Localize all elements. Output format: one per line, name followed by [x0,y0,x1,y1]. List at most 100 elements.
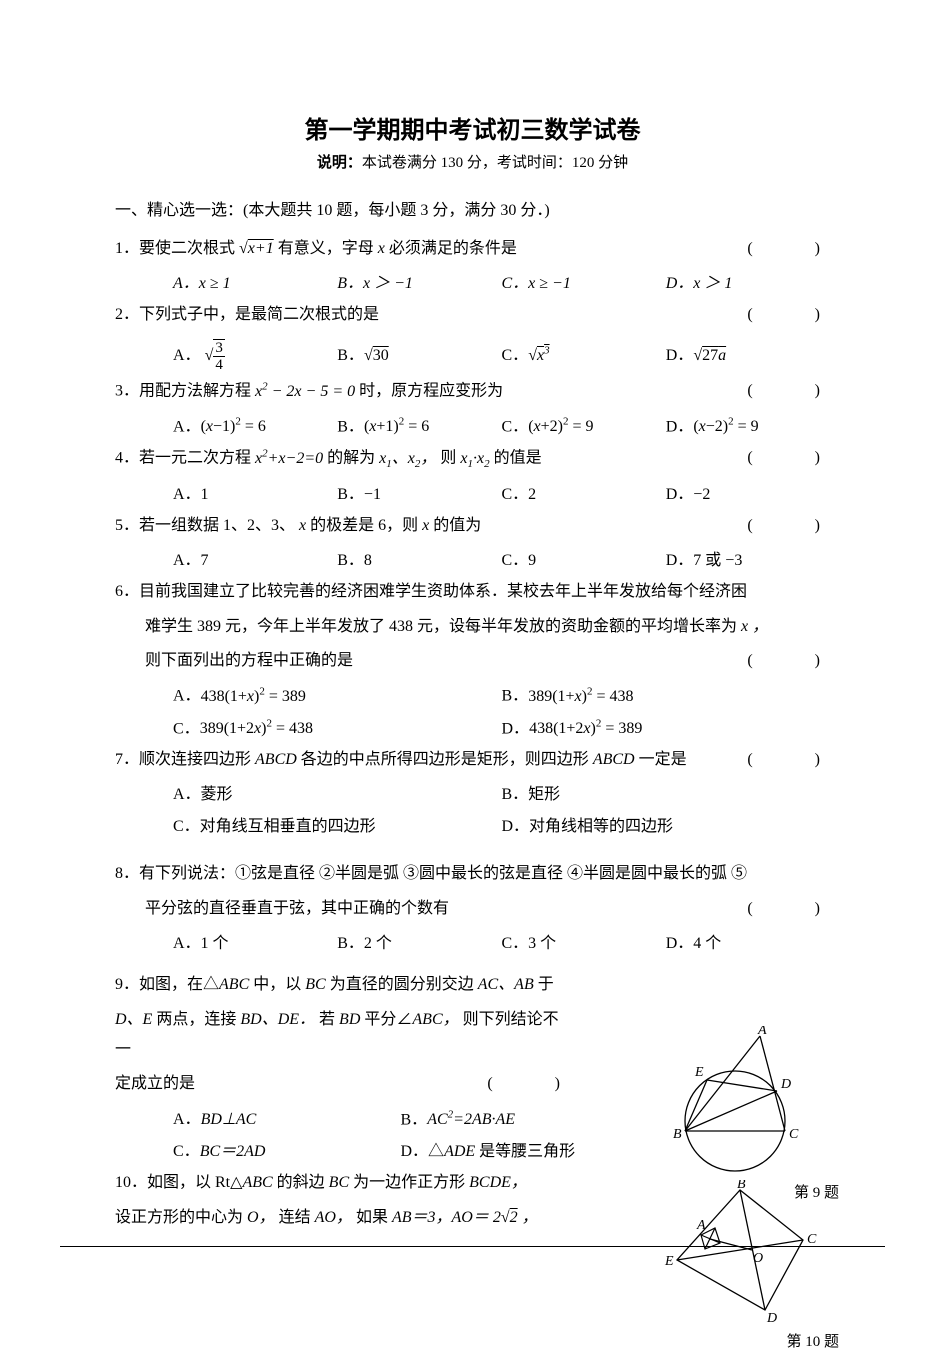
spacer [115,843,830,859]
q10-bc: BC [325,1174,353,1191]
page: 第一学期期中考试初三数学试卷 说明：本试卷满分 130 分，考试时间：120 分… [0,0,945,1337]
q6-l1: 6．目前我国建立了比较完善的经济困难学生资助体系．某校去年上半年发放给每个经济困 [115,583,747,600]
q9-l2c: 平分∠ [364,1011,412,1028]
q6-l3: 则下面列出的方程中正确的是 [145,652,353,669]
q9-opt-a: A．BD⊥AC [173,1104,401,1136]
q3-b-lbl: B． [337,418,364,435]
q1-stem-c: 必须满足的条件是 [389,240,517,257]
q2-stem: 2．下列式子中，是最简二次根式的是 [115,306,379,323]
q3-paren: ( ) [747,376,830,406]
q9-options-row1: A．BD⊥AC B．AC2=2AB·AE [115,1104,628,1136]
q1-opt-b: B．x ＞ −1 [337,268,501,300]
q3-c-lbl: C． [502,418,529,435]
fig10-A: A [696,1218,706,1233]
q2-opt-b: B．√30 [337,335,501,377]
question-9-l3: 定成立的是 ( ) [115,1069,570,1099]
question-10-l1: 10．如图，以 Rt△ABC 的斜边 BC 为一边作正方形 BCDE， [115,1168,595,1198]
q10-o: O， [243,1209,275,1226]
q7-opt-c: C．对角线互相垂直的四边形 [173,811,502,843]
q10-l2b: 连结 [279,1209,311,1226]
q4-options: A．1 B．−1 C．2 D．−2 [115,479,830,511]
q7-stem-a: 7．顺次连接四边形 [115,751,251,768]
q7-paren: ( ) [747,745,830,775]
fig9-E: E [694,1065,704,1080]
q3-stem-a: 3．用配方法解方程 [115,383,251,400]
q9-opt-b: B．AC2=2AB·AE [401,1104,629,1136]
fig9-C: C [789,1127,799,1142]
question-10-l2: 设正方形的中心为 O， 连结 AO， 如果 AB＝3，AO＝ 2√2 ， [115,1203,595,1233]
q4-x1x2: x1、x2， [379,450,436,467]
q10-l2a: 设正方形的中心为 [115,1209,243,1226]
q3-opt-b: B．(x+1)2 = 6 [337,411,501,443]
question-7: 7．顺次连接四边形 ABCD 各边的中点所得四边形是矩形，则四边形 ABCD 一… [115,745,830,775]
q6-line3: 则下面列出的方程中正确的是 ( ) [115,646,830,676]
q4-stem-c: 则 [440,450,456,467]
q7-opt-b: B．矩形 [502,779,831,811]
q7-stem-b: 各边的中点所得四边形是矩形，则四边形 [301,751,589,768]
q6-line2: 难学生 389 元，今年上半年发放了 438 元，设每半年发放的资助金额的平均增… [115,612,830,642]
q6-opt-d: D．438(1+2x)2 = 389 [502,713,831,745]
q9-l1b: 中，以 [253,976,301,993]
q1-opt-a: A．x ≥ 1 [173,268,337,300]
q9-opt-c: C．BC＝2AD [173,1136,401,1168]
q4-opt-c: C．2 [502,479,666,511]
q9-l3: 定成立的是 [115,1075,195,1092]
q7-stem-c: 一定是 [639,751,687,768]
q10-bcde: BCDE， [465,1174,527,1191]
q9-de: D、E [115,1011,156,1028]
q4-opt-a: A．1 [173,479,337,511]
q6-options-row2: C．389(1+2x)2 = 438 D．438(1+2x)2 = 389 [115,713,830,745]
q10-l1b: 的斜边 [277,1174,325,1191]
q1-stem-a: 1．要使二次根式 [115,240,235,257]
q9-l2a: 两点，连接 [156,1011,236,1028]
q9-options-row2: C．BC＝2AD D．△ADE 是等腰三角形 [115,1136,628,1168]
q6-paren: ( ) [747,646,830,676]
q10-vals: AB＝3，AO＝ 2√2 ， [388,1209,538,1226]
q1-stem-b: 有意义，字母 [278,240,374,257]
q3-opt-a: A．(x−1)2 = 6 [173,411,337,443]
q9-bdde: BD、DE． [236,1011,315,1028]
q9-abc: ABC [219,976,253,993]
question-4: 4．若一元二次方程 x2+x−2=0 的解为 x1、x2， 则 x1·x2 的值… [115,443,830,474]
q2-options: A． √34 B．√30 C．√x3 D．√27a [115,335,830,377]
q1-sqrt: √x+1 [239,240,274,257]
page-title: 第一学期期中考试初三数学试卷 [115,110,830,145]
q1-x: x [378,240,389,257]
q7-opt-a: A．菱形 [173,779,502,811]
question-8: 8．有下列说法：①弦是直径 ②半圆是弧 ③圆中最长的弦是直径 ④半圆是圆中最长的… [115,859,830,889]
question-3: 3．用配方法解方程 x2 − 2x − 5 = 0 时，原方程应变形为 ( ) [115,376,830,407]
q9-bd: BD [335,1011,364,1028]
q5-opt-c: C．9 [502,545,666,577]
q9-d-lbl: D．△ [401,1143,445,1160]
fig10-D: D [766,1311,777,1325]
q1-opt-c: C．x ≥ −1 [502,268,666,300]
q5-x2: x [422,517,433,534]
q2-paren: ( ) [747,300,830,330]
q8-opt-b: B．2 个 [337,928,501,960]
q9-l1c: 为直径的圆分别交边 [330,976,474,993]
fig9-A: A [757,1026,767,1038]
q3-a-lbl: A． [173,418,201,435]
q4-prod: x1·x2 [460,450,493,467]
q10-l2c: 如果 [356,1209,388,1226]
q5-stem-a: 5．若一组数据 1、2、3、 [115,517,295,534]
q8-l1: 8．有下列说法：①弦是直径 ②半圆是弧 ③圆中最长的弦是直径 ④半圆是圆中最长的… [115,865,747,882]
q9-d-txt: 是等腰三角形 [479,1143,575,1160]
question-5: 5．若一组数据 1、2、3、 x 的极差是 6，则 x 的值为 ( ) [115,511,830,541]
q5-opt-d: D．7 或 −3 [666,545,830,577]
q7-options-row1: A．菱形 B．矩形 [115,779,830,811]
q6-d-lbl: D． [502,720,530,737]
q4-eq: x2+x−2=0 [255,450,327,467]
q10-abc: ABC [242,1174,276,1191]
q8-opt-c: C．3 个 [502,928,666,960]
fig10-B: B [737,1180,746,1192]
q6-l2: 难学生 389 元，今年上半年发放了 438 元，设每半年发放的资助金额的平均增… [145,618,737,635]
question-6: 6．目前我国建立了比较完善的经济困难学生资助体系．某校去年上半年发放给每个经济困 [115,577,830,607]
q3-opt-c: C．(x+2)2 = 9 [502,411,666,443]
figure-9-svg: A B C D E [655,1026,825,1176]
q9-l2b: 若 [319,1011,335,1028]
q5-opt-b: B．8 [337,545,501,577]
q5-stem-c: 的值为 [433,517,481,534]
fig9-D: D [780,1077,791,1092]
q7-abcd2: ABCD [593,751,639,768]
